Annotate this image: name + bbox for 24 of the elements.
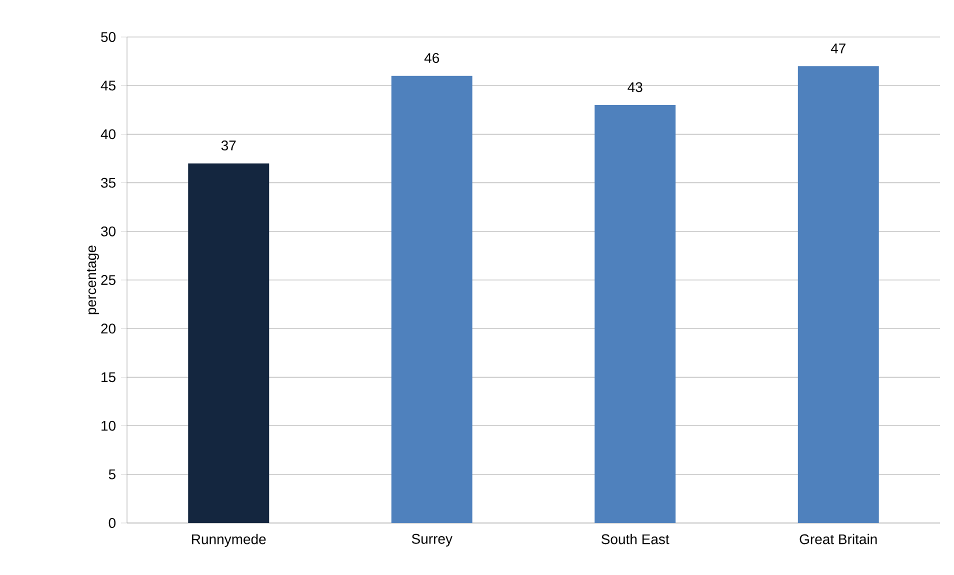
y-tick-label: 40: [100, 129, 116, 140]
y-tick-label: 45: [100, 80, 116, 90]
y-axis-title: percentage: [86, 246, 99, 314]
y-tick-label: 15: [102, 372, 116, 382]
data-label: 47: [830, 44, 846, 54]
x-tick-label: Surrey: [412, 534, 452, 547]
y-tick-label: 20: [101, 324, 116, 334]
y-tick-label: 30: [101, 226, 116, 236]
data-label: 43: [628, 82, 642, 92]
y-tick-label: 25: [101, 275, 116, 285]
bar: [798, 66, 879, 523]
data-label: 37: [221, 140, 236, 150]
x-tick-label: Great Britain: [800, 534, 877, 544]
x-tick-label: Runnymede: [192, 534, 266, 547]
bar: [188, 163, 270, 523]
y-tick-label: 5: [108, 470, 116, 480]
x-tick-label: South East: [602, 534, 670, 544]
bar: [391, 76, 472, 523]
y-tick-label: 35: [101, 178, 116, 188]
y-tick-label: 0: [108, 518, 116, 528]
data-label: 46: [424, 53, 440, 63]
y-tick-label: 50: [101, 32, 116, 42]
y-tick-label: 10: [102, 420, 116, 431]
bar: [594, 105, 676, 523]
